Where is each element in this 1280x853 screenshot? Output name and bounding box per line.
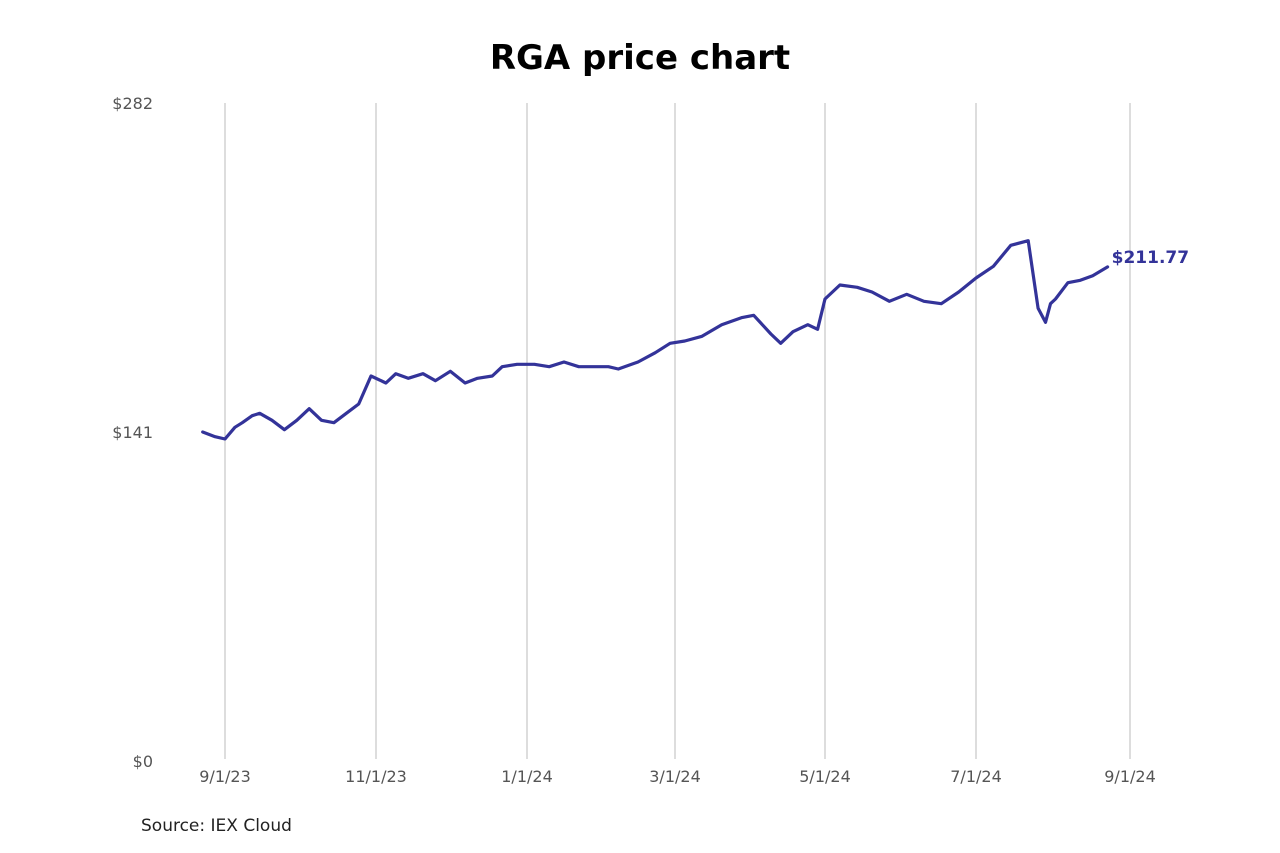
x-tick-label: 11/1/23 (345, 767, 407, 786)
y-axis-ticks: $0 $141 $282 (112, 94, 153, 771)
gridlines (224, 103, 1131, 759)
x-tick-label: 9/1/24 (1104, 767, 1156, 786)
price-line (201, 239, 1110, 441)
y-tick-label: $141 (112, 423, 153, 442)
source-note: Source: IEX Cloud (141, 816, 292, 836)
x-tick-label: 7/1/24 (950, 767, 1002, 786)
x-tick-label: 1/1/24 (501, 767, 553, 786)
x-tick-label: 3/1/24 (649, 767, 701, 786)
y-tick-label: $282 (112, 94, 153, 113)
y-tick-label: $0 (133, 752, 153, 771)
chart-title: RGA price chart (489, 38, 791, 78)
x-tick-label: 9/1/23 (199, 767, 251, 786)
x-axis-ticks: 9/1/23 11/1/23 1/1/24 3/1/24 5/1/24 7/1/24 9/1… (199, 767, 1156, 786)
x-tick-label: 5/1/24 (799, 767, 851, 786)
last-price-label: $211.77 (1112, 248, 1189, 268)
